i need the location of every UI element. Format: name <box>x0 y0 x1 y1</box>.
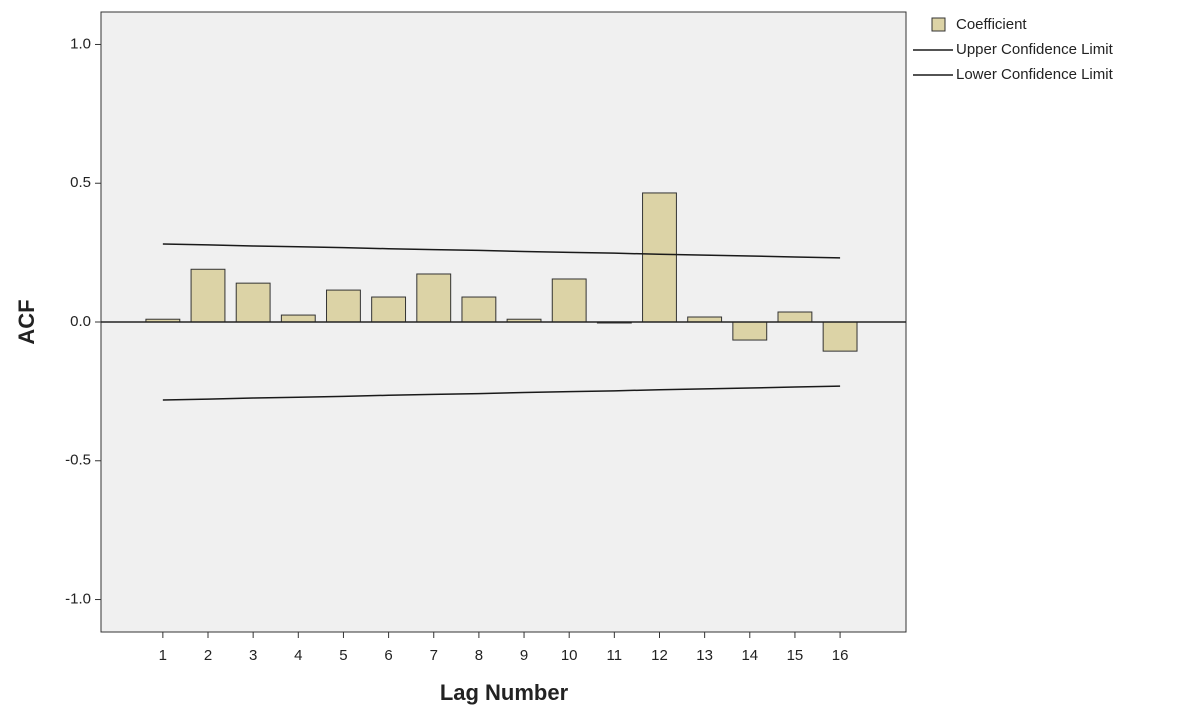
x-tick-label: 2 <box>204 647 212 664</box>
y-axis-label: ACF <box>14 299 39 344</box>
bar <box>642 192 677 323</box>
y-tick-label: -1.0 <box>65 590 91 607</box>
x-tick-label: 13 <box>696 647 713 664</box>
x-tick-label: 15 <box>787 647 804 664</box>
x-tick-label: 8 <box>475 647 483 664</box>
bar <box>235 282 271 323</box>
bar <box>551 278 587 323</box>
bar <box>371 296 407 323</box>
x-tick-label: 16 <box>832 647 849 664</box>
bar <box>732 321 768 341</box>
legend-label: Lower Confidence Limit <box>956 66 1114 83</box>
x-axis-label: Lag Number <box>440 680 569 705</box>
bar <box>416 273 452 323</box>
bar <box>280 314 316 323</box>
bar <box>777 311 813 323</box>
legend-swatch <box>931 17 946 32</box>
x-tick-label: 7 <box>430 647 438 664</box>
bar <box>461 296 497 323</box>
y-tick-label: -0.5 <box>65 452 91 469</box>
x-tick-label: 12 <box>651 647 668 664</box>
x-tick-label: 5 <box>339 647 347 664</box>
x-tick-label: 4 <box>294 647 302 664</box>
x-tick-label: 9 <box>520 647 528 664</box>
x-tick-label: 14 <box>741 647 758 664</box>
bar <box>326 289 361 323</box>
legend-label: Coefficient <box>956 16 1027 33</box>
x-tick-label: 6 <box>384 647 392 664</box>
x-tick-label: 3 <box>249 647 257 664</box>
bar <box>822 321 858 352</box>
legend-label: Upper Confidence Limit <box>956 41 1114 58</box>
y-tick-label: 1.0 <box>70 35 91 52</box>
confidence-line <box>162 385 841 401</box>
x-tick-label: 10 <box>561 647 578 664</box>
confidence-line <box>162 243 841 259</box>
x-tick-label: 1 <box>159 647 167 664</box>
x-tick-label: 11 <box>607 647 623 664</box>
y-tick-label: 0.0 <box>70 313 91 330</box>
bar <box>190 268 226 323</box>
y-tick-label: 0.5 <box>70 174 91 191</box>
